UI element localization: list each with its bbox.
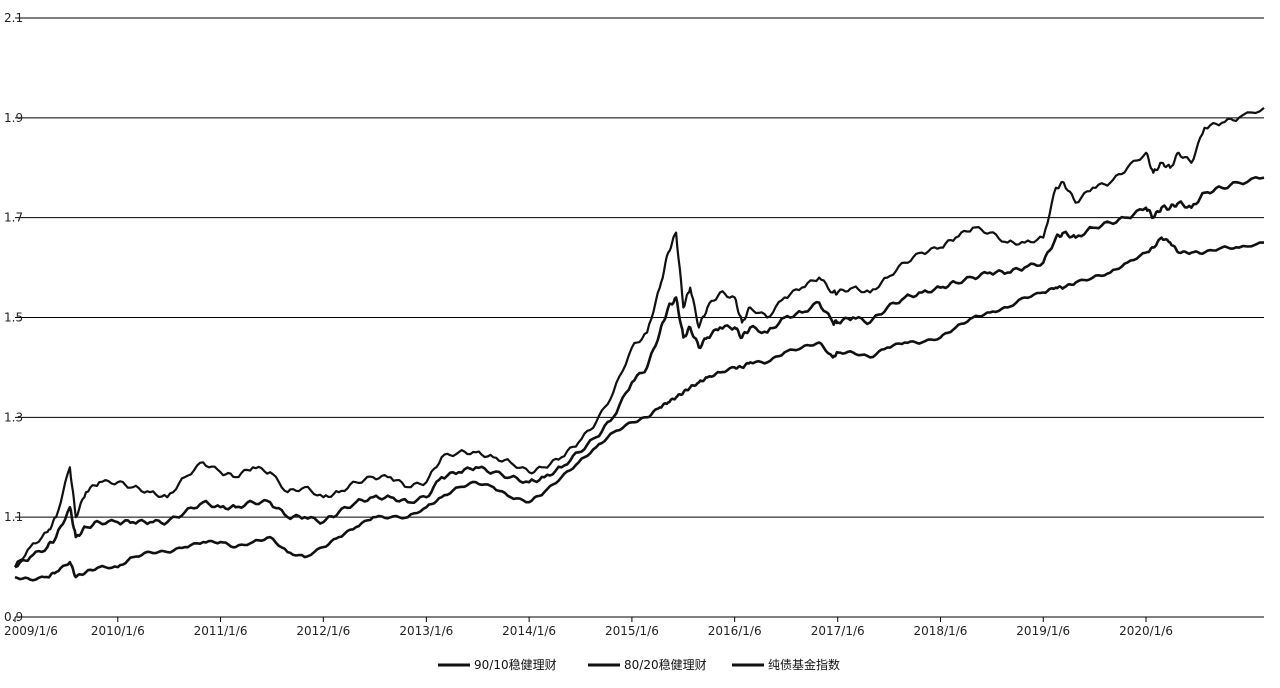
legend: 90/10稳健理财 80/20稳健理财 纯债基金指数 xyxy=(438,657,840,672)
x-tick-label: 2017/1/6 xyxy=(811,624,865,638)
series-line-1 xyxy=(13,107,1265,568)
x-tick-label: 2016/1/6 xyxy=(708,624,762,638)
y-axis-tick-labels: 0.9 1.1 1.3 1.5 1.7 1.9 2.1 xyxy=(4,11,23,624)
y-tick-label: 2.1 xyxy=(4,11,23,25)
y-tick-label: 1.3 xyxy=(4,410,23,424)
grid-lines xyxy=(15,17,1264,518)
x-tick-label: 2011/1/6 xyxy=(194,624,248,638)
x-tick-label: 2014/1/6 xyxy=(502,624,556,638)
y-tick-label: 1.7 xyxy=(4,211,23,225)
x-tick-label: 2015/1/6 xyxy=(605,624,659,638)
x-tick-label: 2020/1/6 xyxy=(1119,624,1173,638)
y-tick-label: 1.9 xyxy=(4,111,23,125)
series-line-2 xyxy=(14,176,1265,569)
legend-label-2: 80/20稳健理财 xyxy=(624,657,707,672)
x-tick-label: 2013/1/6 xyxy=(399,624,453,638)
series-line-3 xyxy=(14,236,1265,582)
x-axis-tick-labels: 2009/1/6 2010/1/6 2011/1/6 2012/1/6 2013/1/6… xyxy=(4,617,1173,638)
legend-label-3: 纯债基金指数 xyxy=(768,657,840,672)
x-tick-label: 2018/1/6 xyxy=(914,624,968,638)
series-lines xyxy=(13,107,1265,582)
legend-label-1: 90/10稳健理财 xyxy=(474,657,557,672)
x-tick-label: 2009/1/6 xyxy=(4,624,58,638)
x-tick-label: 2010/1/6 xyxy=(91,624,145,638)
x-tick-label: 2012/1/6 xyxy=(296,624,350,638)
y-tick-label: 1.5 xyxy=(4,311,23,325)
y-tick-label: 1.1 xyxy=(4,510,23,524)
y-tick-label: 0.9 xyxy=(4,610,23,624)
x-tick-label: 2019/1/6 xyxy=(1016,624,1070,638)
